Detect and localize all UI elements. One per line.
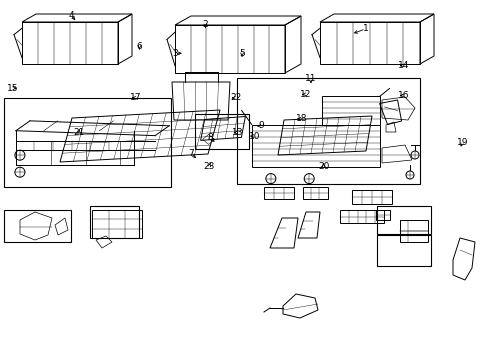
Text: 23: 23 (203, 162, 215, 171)
Text: 7: 7 (187, 148, 193, 158)
Text: 21: 21 (73, 128, 85, 137)
Text: 15: 15 (6, 84, 18, 93)
Text: 2: 2 (202, 20, 208, 29)
Bar (194, 114, 249, 149)
Text: 10: 10 (248, 132, 260, 140)
Bar (4, 98, 171, 187)
Text: 19: 19 (456, 138, 468, 147)
Text: 14: 14 (397, 61, 409, 70)
Text: 17: 17 (130, 94, 142, 102)
Text: 12: 12 (299, 90, 311, 99)
Text: 8: 8 (207, 133, 213, 142)
Bar (376, 235, 430, 266)
Text: 11: 11 (305, 74, 316, 83)
Text: 18: 18 (295, 114, 306, 123)
Text: 9: 9 (258, 122, 264, 130)
Text: 20: 20 (317, 162, 329, 171)
Text: 4: 4 (68, 10, 74, 19)
Bar (4, 210, 71, 242)
Text: 3: 3 (172, 49, 178, 58)
Text: 6: 6 (136, 41, 142, 50)
Bar (376, 206, 430, 234)
Text: 16: 16 (397, 91, 409, 100)
Bar (236, 78, 419, 184)
Bar (90, 206, 139, 238)
Text: 13: 13 (231, 128, 243, 137)
Text: 5: 5 (239, 49, 244, 58)
Text: 22: 22 (229, 94, 241, 102)
Text: 1: 1 (362, 24, 368, 33)
